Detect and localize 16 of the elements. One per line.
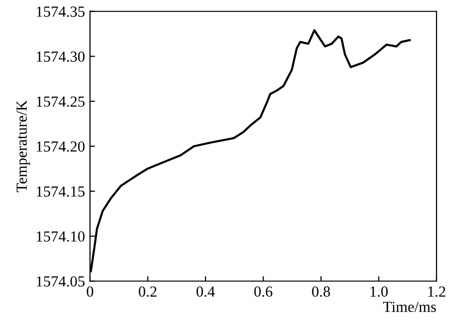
x-tick-label: 1.0 bbox=[370, 286, 388, 297]
x-tick-label: 0.2 bbox=[138, 286, 156, 297]
y-axis-title: Temperature/K bbox=[16, 100, 30, 192]
y-tick-label: 1574.10 bbox=[36, 231, 85, 242]
x-tick-label: 1.2 bbox=[428, 286, 446, 297]
x-tick-label: 0.4 bbox=[196, 286, 215, 297]
y-tick-label: 1574.30 bbox=[36, 51, 85, 62]
y-tick-label: 1574.15 bbox=[36, 186, 85, 197]
y-tick-label: 1574.05 bbox=[36, 276, 85, 287]
x-tick-label: 0 bbox=[86, 286, 94, 297]
x-tick-label: 0.6 bbox=[254, 286, 272, 297]
y-tick-label: 1574.35 bbox=[36, 6, 85, 17]
y-tick-label: 1574.25 bbox=[36, 96, 85, 107]
x-tick-label: 0.8 bbox=[312, 286, 330, 297]
y-tick-label: 1574.20 bbox=[36, 141, 85, 152]
x-axis-title: Time/ms bbox=[382, 302, 436, 312]
